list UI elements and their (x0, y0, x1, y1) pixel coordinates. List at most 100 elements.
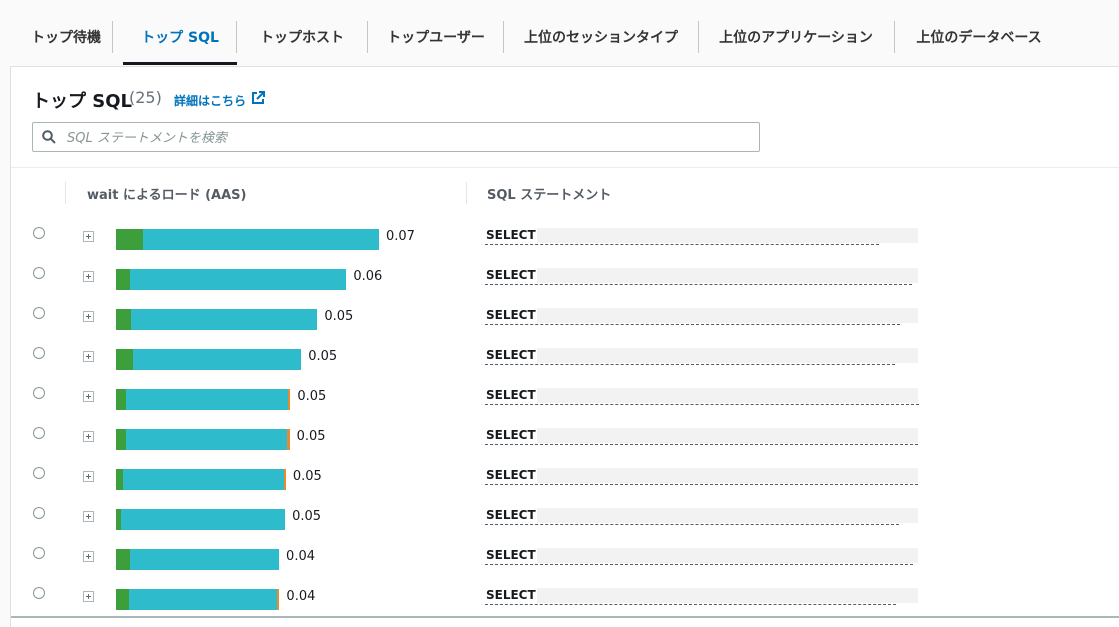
table-row[interactable]: 0.05 SELECT (11, 416, 1119, 457)
search-input[interactable] (65, 127, 749, 149)
sql-statement-link[interactable]: SELECT (486, 308, 536, 322)
load-bar (116, 589, 280, 610)
load-bar-io-segment (120, 509, 286, 530)
table-row[interactable]: 0.05 SELECT (11, 376, 1119, 417)
load-bar-io-segment (123, 469, 284, 490)
load-bar (116, 469, 286, 490)
load-value: 0.06 (353, 269, 383, 284)
sql-text-background (485, 466, 537, 485)
row-select-radio[interactable] (33, 227, 45, 239)
table-row[interactable]: 0.04 SELECT (11, 536, 1119, 577)
sql-text-background (485, 586, 537, 605)
load-bar-io-segment (125, 429, 288, 450)
row-select-radio[interactable] (33, 307, 45, 319)
load-value: 0.04 (286, 589, 316, 604)
expand-row-icon[interactable] (83, 591, 94, 602)
load-bar-io-segment (129, 269, 347, 290)
sql-text-background (485, 306, 537, 325)
sql-statement-redacted (485, 388, 918, 403)
row-select-radio[interactable] (33, 347, 45, 359)
load-bar-cpu-segment (116, 389, 126, 410)
sql-statement-link[interactable]: SELECT (486, 428, 536, 442)
sql-statement-link[interactable]: SELECT (486, 468, 536, 482)
column-divider (466, 182, 467, 204)
row-select-radio[interactable] (33, 387, 45, 399)
sql-statement-underline (485, 284, 912, 285)
tab-top-databases[interactable]: 上位のデータベース (916, 30, 1042, 46)
load-bar-other-segment (287, 429, 290, 450)
active-tab-indicator (123, 62, 237, 65)
load-bar-cpu-segment (116, 229, 144, 250)
sql-text-background (485, 546, 537, 565)
sql-text-background (485, 346, 537, 365)
sql-statement-redacted (485, 228, 918, 243)
table-row[interactable]: 0.04 SELECT (11, 576, 1119, 618)
table-row[interactable]: 0.07 SELECT (11, 216, 1119, 257)
sql-statement-link[interactable]: SELECT (486, 388, 536, 402)
expand-row-icon[interactable] (83, 231, 94, 242)
sql-statement-redacted (485, 428, 918, 443)
load-value: 0.05 (296, 429, 326, 444)
sql-statement-link[interactable]: SELECT (486, 548, 536, 562)
load-value: 0.05 (292, 509, 322, 524)
row-select-radio[interactable] (33, 467, 45, 479)
row-select-radio[interactable] (33, 547, 45, 559)
tab-top-users[interactable]: トップユーザー (387, 30, 485, 46)
sql-statement-underline (485, 404, 919, 405)
table-row[interactable]: 0.05 SELECT (11, 296, 1119, 337)
sql-statement-link[interactable]: SELECT (486, 508, 536, 522)
sql-text-background (485, 386, 537, 405)
load-bar (116, 429, 290, 450)
tab-top-sql[interactable]: トップ SQL (141, 30, 219, 46)
row-select-radio[interactable] (33, 427, 45, 439)
row-select-radio[interactable] (33, 587, 45, 599)
panel-title: トップ SQL (32, 91, 133, 112)
load-bar (116, 389, 291, 410)
expand-row-icon[interactable] (83, 311, 94, 322)
sql-statement-underline (485, 524, 899, 525)
expand-row-icon[interactable] (83, 551, 94, 562)
sql-statement-redacted (485, 308, 918, 323)
load-bar (116, 549, 280, 570)
expand-row-icon[interactable] (83, 511, 94, 522)
table-row[interactable]: 0.05 SELECT (11, 456, 1119, 497)
sql-statement-link[interactable]: SELECT (486, 228, 536, 242)
table-row[interactable]: 0.06 SELECT (11, 256, 1119, 297)
tab-divider (236, 21, 237, 53)
expand-row-icon[interactable] (83, 431, 94, 442)
row-select-radio[interactable] (33, 507, 45, 519)
load-bar (116, 509, 286, 530)
tab-top-session-types[interactable]: 上位のセッションタイプ (524, 30, 678, 46)
expand-row-icon[interactable] (83, 351, 94, 362)
external-link-icon[interactable] (251, 91, 265, 105)
table-row[interactable]: 0.05 SELECT (11, 336, 1119, 377)
load-value: 0.05 (324, 309, 354, 324)
tab-divider (503, 21, 504, 53)
panel-count: (25) (129, 88, 162, 107)
sql-statement-link[interactable]: SELECT (486, 588, 536, 602)
column-header-load[interactable]: wait によるロード (AAS) (87, 188, 247, 203)
column-header-sql[interactable]: SQL ステートメント (487, 188, 612, 203)
row-select-radio[interactable] (33, 267, 45, 279)
expand-row-icon[interactable] (83, 391, 94, 402)
expand-row-icon[interactable] (83, 471, 94, 482)
sql-statement-underline (485, 604, 896, 605)
sql-statement-link[interactable]: SELECT (486, 348, 536, 362)
tab-top-waits[interactable]: トップ待機 (31, 30, 101, 46)
load-bar (116, 229, 379, 250)
load-bar-cpu-segment (116, 589, 130, 610)
search-icon (42, 130, 56, 144)
details-link[interactable]: 詳細はこちら (174, 94, 247, 108)
load-bar-cpu-segment (116, 269, 130, 290)
sql-statement-redacted (485, 468, 918, 483)
sql-text-background (485, 426, 537, 445)
sql-statement-link[interactable]: SELECT (486, 268, 536, 282)
expand-row-icon[interactable] (83, 271, 94, 282)
sql-statement-underline (485, 444, 918, 445)
load-value: 0.05 (292, 469, 322, 484)
load-value: 0.04 (286, 549, 315, 564)
tab-top-applications[interactable]: 上位のアプリケーション (719, 30, 873, 46)
table-row[interactable]: 0.05 SELECT (11, 496, 1119, 537)
load-bar-io-segment (131, 309, 318, 330)
tab-top-hosts[interactable]: トップホスト (260, 30, 344, 46)
